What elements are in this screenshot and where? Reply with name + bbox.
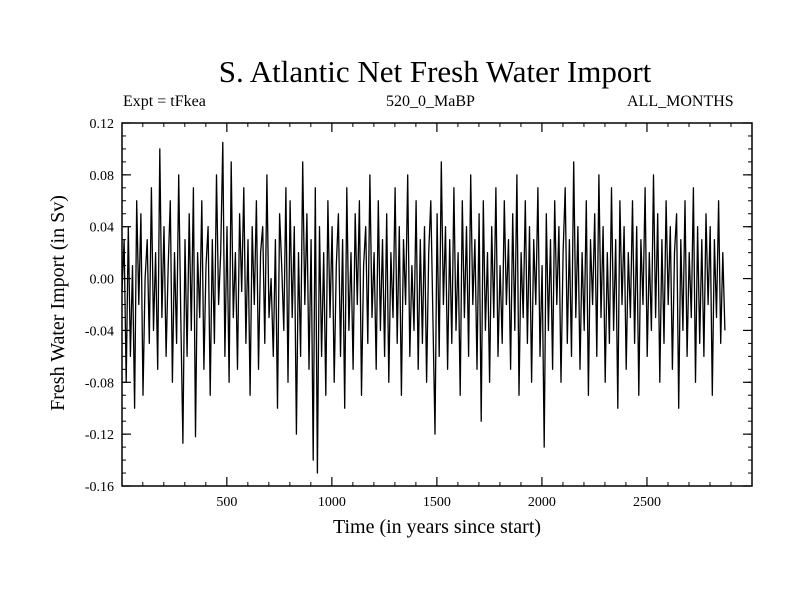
x-tick-label: 500 — [216, 495, 237, 510]
x-tick-label: 2000 — [528, 495, 556, 510]
y-tick-label: -0.12 — [85, 428, 114, 443]
y-tick-label: -0.04 — [85, 324, 114, 339]
y-tick-label: 0.12 — [90, 117, 115, 132]
x-tick-label: 2500 — [633, 495, 661, 510]
x-tick-label: 1500 — [423, 495, 451, 510]
run-label: 520_0_MaBP — [386, 93, 475, 110]
y-axis-label: Fresh Water Import (in Sv) — [47, 195, 69, 411]
y-tick-label: -0.08 — [85, 376, 114, 391]
y-tick-label: 0.04 — [90, 221, 115, 236]
y-tick-label: -0.16 — [85, 480, 114, 495]
series-line — [121, 141, 726, 474]
y-tick-label: 0.00 — [90, 273, 115, 288]
months-label: ALL_MONTHS — [627, 93, 734, 110]
x-tick-label: 1000 — [318, 495, 346, 510]
axes-layer: -0.16 -0.12 -0.08 -0.04 0.00 0.04 0.08 0.12 500 1… — [85, 117, 752, 510]
series-layer — [121, 141, 726, 474]
chart-title: S. Atlantic Net Fresh Water Import — [218, 54, 652, 89]
experiment-label: Expt = tFkea — [123, 93, 206, 110]
x-axis-label: Time (in years since start) — [333, 516, 541, 538]
y-tick-label: 0.08 — [90, 169, 115, 184]
